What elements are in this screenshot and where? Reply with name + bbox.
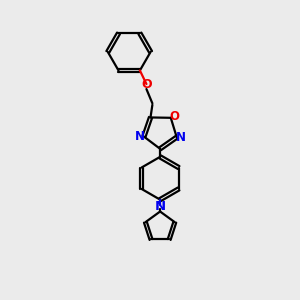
Text: O: O: [141, 77, 152, 91]
Text: N: N: [135, 130, 145, 143]
Text: N: N: [176, 131, 186, 144]
Text: N: N: [154, 200, 166, 213]
Text: O: O: [169, 110, 179, 123]
